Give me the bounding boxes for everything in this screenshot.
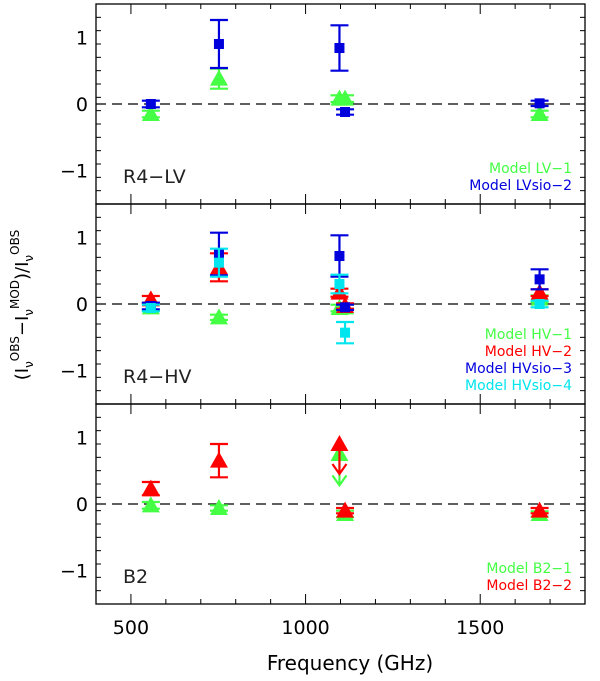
x-tick-label: 1000 [281, 617, 329, 639]
panel-label: R4−LV [123, 166, 186, 188]
legend-entry: Model B2−1 [486, 561, 572, 577]
data-point [334, 279, 345, 289]
legend-entry: Model HVsio−3 [465, 361, 572, 377]
data-point [340, 107, 351, 117]
data-point [334, 251, 345, 261]
data-point [209, 69, 228, 86]
x-tick-label: 500 [113, 617, 149, 639]
data-point [213, 257, 224, 268]
y-tick-label: 1 [76, 27, 88, 49]
arrow-head [331, 463, 348, 476]
data-point [530, 501, 549, 518]
legend-entry: Model B2−2 [486, 578, 572, 594]
data-point [209, 499, 228, 515]
data-point [141, 496, 160, 513]
data-point [530, 283, 549, 300]
y-tick-label: 0 [76, 294, 88, 316]
data-point [340, 327, 351, 338]
data-point [141, 105, 160, 121]
x-tick-label: 1500 [456, 617, 504, 639]
y-tick-label: 1 [76, 427, 88, 449]
data-point [334, 43, 345, 53]
data-point [145, 303, 156, 313]
data-point [340, 302, 351, 313]
panel-label: B2 [123, 566, 148, 588]
data-point [145, 99, 156, 109]
legend-entry: Model LVsio−2 [469, 178, 572, 194]
data-point [209, 308, 228, 325]
y-tick-label: −1 [60, 561, 88, 583]
legend-entry: Model HV−2 [485, 344, 572, 360]
y-tick-label: −1 [60, 161, 88, 183]
y-axis-title: (IνOBS−IνMOD)/IνOBS [8, 230, 36, 380]
data-point [330, 435, 349, 451]
legend-entry: Model HVsio−4 [465, 378, 572, 394]
data-point [534, 98, 545, 109]
y-tick-label: 1 [76, 227, 88, 249]
x-axis-title: Frequency (GHz) [267, 651, 433, 675]
data-point [534, 274, 545, 285]
panel-label: R4−HV [123, 366, 192, 388]
y-tick-label: 0 [76, 494, 88, 516]
arrow-head [331, 474, 348, 488]
data-point [141, 479, 160, 496]
legend-entry: Model HV−1 [485, 327, 572, 343]
y-tick-label: 0 [76, 94, 88, 116]
data-point [336, 89, 355, 106]
data-point [534, 299, 545, 309]
legend-entry: Model LV−1 [489, 161, 572, 177]
data-point [530, 105, 549, 121]
data-point [213, 39, 224, 49]
series-model-lvsio-2 [141, 18, 549, 117]
svg-text:(IνOBS−IνMOD)/IνOBS: (IνOBS−IνMOD)/IνOBS [8, 230, 36, 380]
series-model-b2-2 [141, 435, 549, 518]
series-model-hvsio-4 [141, 247, 549, 345]
data-point [209, 451, 228, 468]
data-point [336, 501, 355, 518]
y-tick-label: −1 [60, 361, 88, 383]
